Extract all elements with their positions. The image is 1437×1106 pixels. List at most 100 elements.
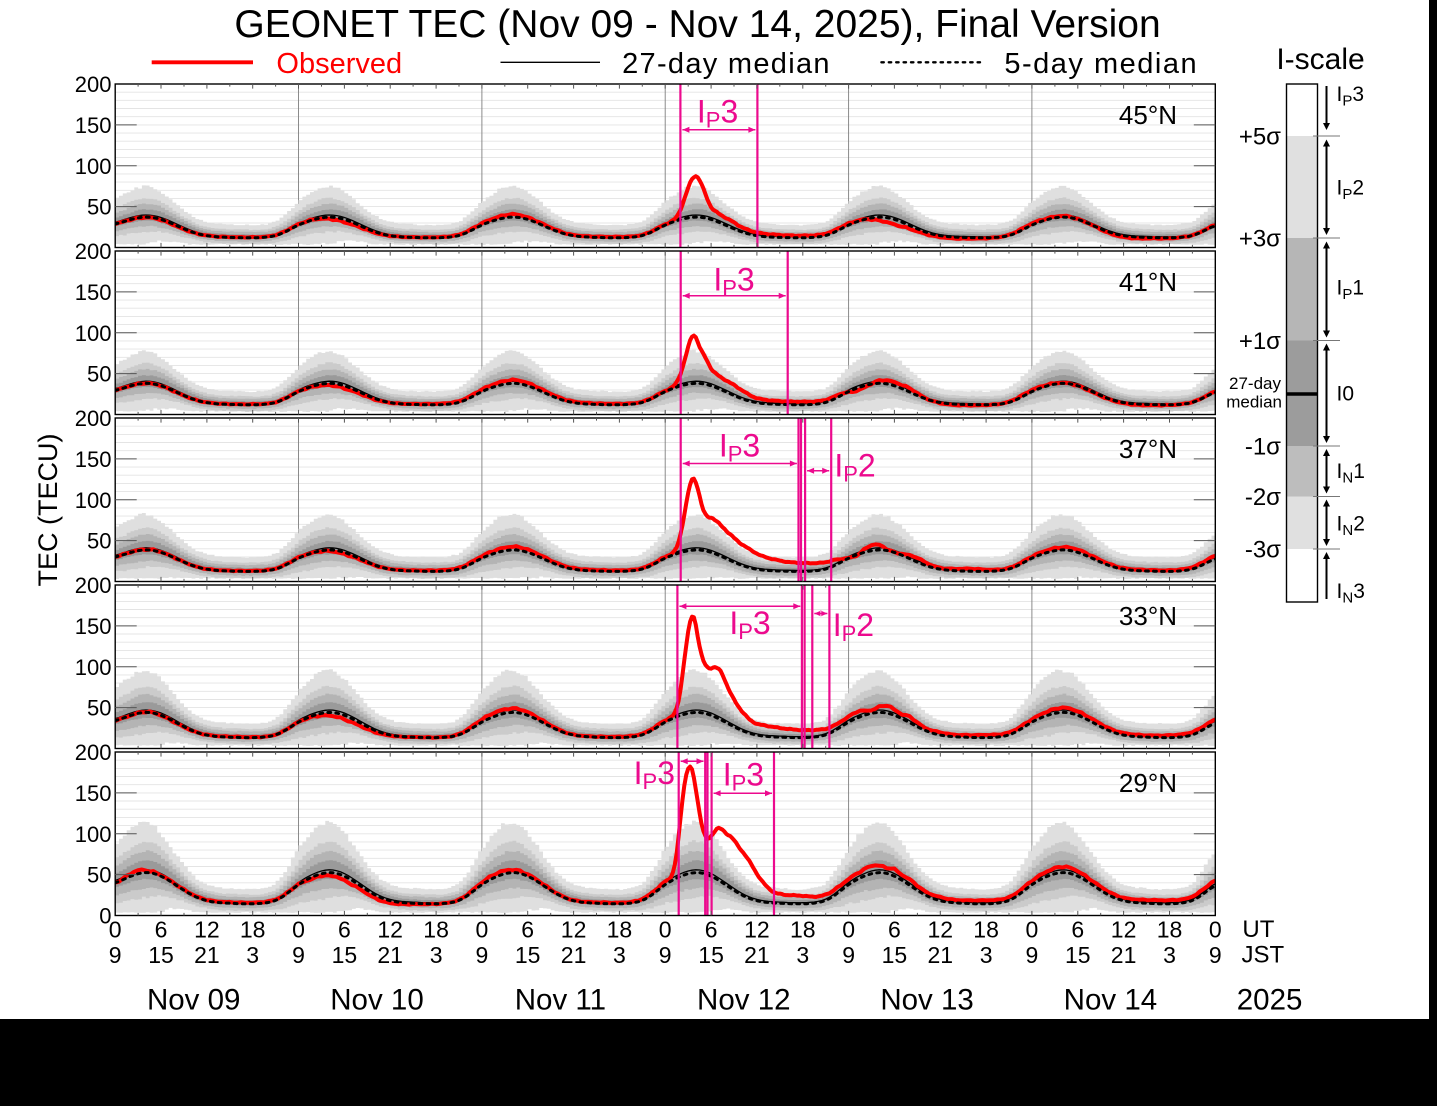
svg-text:12: 12 (561, 917, 587, 943)
svg-text:150: 150 (75, 614, 112, 639)
svg-text:200: 200 (75, 740, 112, 765)
svg-text:50: 50 (87, 863, 111, 888)
svg-text:Nov 11: Nov 11 (515, 984, 606, 1017)
svg-text:GEONET TEC (Nov 09 - Nov 14, 2: GEONET TEC (Nov 09 - Nov 14, 2025), Fina… (234, 3, 1160, 46)
svg-text:-2σ: -2σ (1245, 484, 1281, 511)
svg-text:18: 18 (973, 917, 999, 943)
svg-text:21: 21 (1111, 942, 1137, 968)
svg-text:150: 150 (75, 280, 112, 305)
svg-text:-1σ: -1σ (1245, 434, 1281, 461)
svg-text:Nov 14: Nov 14 (1064, 984, 1157, 1017)
svg-text:3: 3 (1163, 942, 1176, 968)
svg-text:IP2: IP2 (1337, 177, 1365, 204)
svg-text:18: 18 (1157, 917, 1183, 943)
svg-text:27-day median: 27-day median (622, 48, 831, 80)
svg-text:50: 50 (87, 195, 111, 220)
svg-text:6: 6 (521, 917, 534, 943)
svg-text:18: 18 (607, 917, 633, 943)
svg-text:6: 6 (888, 917, 901, 943)
svg-text:Nov 10: Nov 10 (330, 984, 423, 1017)
svg-text:IN1: IN1 (1337, 460, 1365, 487)
svg-text:21: 21 (928, 942, 954, 968)
svg-text:6: 6 (705, 917, 718, 943)
svg-text:21: 21 (377, 942, 403, 968)
svg-text:+5σ: +5σ (1239, 124, 1281, 151)
svg-text:15: 15 (1065, 942, 1091, 968)
svg-text:27-day: 27-day (1229, 374, 1281, 393)
svg-text:12: 12 (194, 917, 220, 943)
svg-text:15: 15 (148, 942, 174, 968)
svg-text:18: 18 (240, 917, 266, 943)
svg-text:200: 200 (75, 72, 112, 97)
svg-text:3: 3 (796, 942, 809, 968)
svg-text:9: 9 (476, 942, 489, 968)
svg-text:9: 9 (292, 942, 305, 968)
svg-text:100: 100 (75, 822, 112, 847)
svg-text:+1σ: +1σ (1239, 328, 1281, 355)
svg-text:IN2: IN2 (1337, 513, 1365, 540)
svg-text:9: 9 (1026, 942, 1039, 968)
svg-text:100: 100 (75, 154, 112, 179)
svg-text:TEC (TECU): TEC (TECU) (33, 434, 63, 587)
svg-text:50: 50 (87, 362, 111, 387)
svg-text:0: 0 (292, 917, 305, 943)
svg-text:IP3: IP3 (697, 94, 738, 133)
svg-text:15: 15 (882, 942, 908, 968)
svg-text:9: 9 (842, 942, 855, 968)
svg-text:45°N: 45°N (1119, 100, 1177, 130)
svg-text:Nov 13: Nov 13 (880, 984, 973, 1017)
svg-text:+3σ: +3σ (1239, 226, 1281, 253)
svg-text:-3σ: -3σ (1245, 537, 1281, 564)
svg-text:12: 12 (928, 917, 954, 943)
svg-text:0: 0 (1209, 917, 1222, 943)
svg-text:3: 3 (613, 942, 626, 968)
svg-text:median: median (1226, 393, 1282, 412)
svg-text:0: 0 (1026, 917, 1039, 943)
svg-text:6: 6 (155, 917, 168, 943)
svg-text:150: 150 (75, 781, 112, 806)
svg-text:3: 3 (430, 942, 443, 968)
svg-text:21: 21 (561, 942, 587, 968)
svg-text:0: 0 (109, 917, 122, 943)
svg-text:29°N: 29°N (1119, 768, 1177, 798)
svg-text:12: 12 (1111, 917, 1137, 943)
svg-text:200: 200 (75, 573, 112, 598)
svg-text:3: 3 (980, 942, 993, 968)
svg-text:37°N: 37°N (1119, 434, 1177, 464)
svg-text:21: 21 (744, 942, 770, 968)
svg-text:15: 15 (515, 942, 541, 968)
svg-text:33°N: 33°N (1119, 601, 1177, 631)
svg-text:18: 18 (790, 917, 816, 943)
svg-text:6: 6 (338, 917, 351, 943)
svg-text:200: 200 (75, 406, 112, 431)
svg-text:0: 0 (99, 904, 111, 929)
svg-text:6: 6 (1071, 917, 1084, 943)
svg-text:Observed: Observed (276, 48, 402, 80)
svg-text:15: 15 (332, 942, 358, 968)
svg-text:100: 100 (75, 321, 112, 346)
svg-text:0: 0 (842, 917, 855, 943)
svg-text:0: 0 (476, 917, 489, 943)
svg-text:UT: UT (1242, 916, 1274, 943)
svg-text:3: 3 (246, 942, 259, 968)
svg-text:18: 18 (423, 917, 449, 943)
svg-text:0: 0 (659, 917, 672, 943)
svg-text:Nov 12: Nov 12 (697, 984, 790, 1017)
svg-text:5-day median: 5-day median (1004, 48, 1198, 80)
svg-text:9: 9 (659, 942, 672, 968)
svg-text:IP3: IP3 (1337, 83, 1365, 110)
svg-text:Nov 09: Nov 09 (147, 984, 240, 1017)
svg-text:100: 100 (75, 488, 112, 513)
svg-text:IP3: IP3 (719, 428, 760, 467)
svg-text:I0: I0 (1337, 383, 1355, 406)
svg-text:100: 100 (75, 655, 112, 680)
svg-text:9: 9 (1209, 942, 1222, 968)
svg-text:50: 50 (87, 696, 111, 721)
svg-text:150: 150 (75, 447, 112, 472)
svg-text:150: 150 (75, 113, 112, 138)
svg-text:I-scale: I-scale (1276, 43, 1364, 76)
svg-text:12: 12 (744, 917, 770, 943)
svg-text:21: 21 (194, 942, 220, 968)
svg-text:12: 12 (377, 917, 403, 943)
svg-text:9: 9 (109, 942, 122, 968)
